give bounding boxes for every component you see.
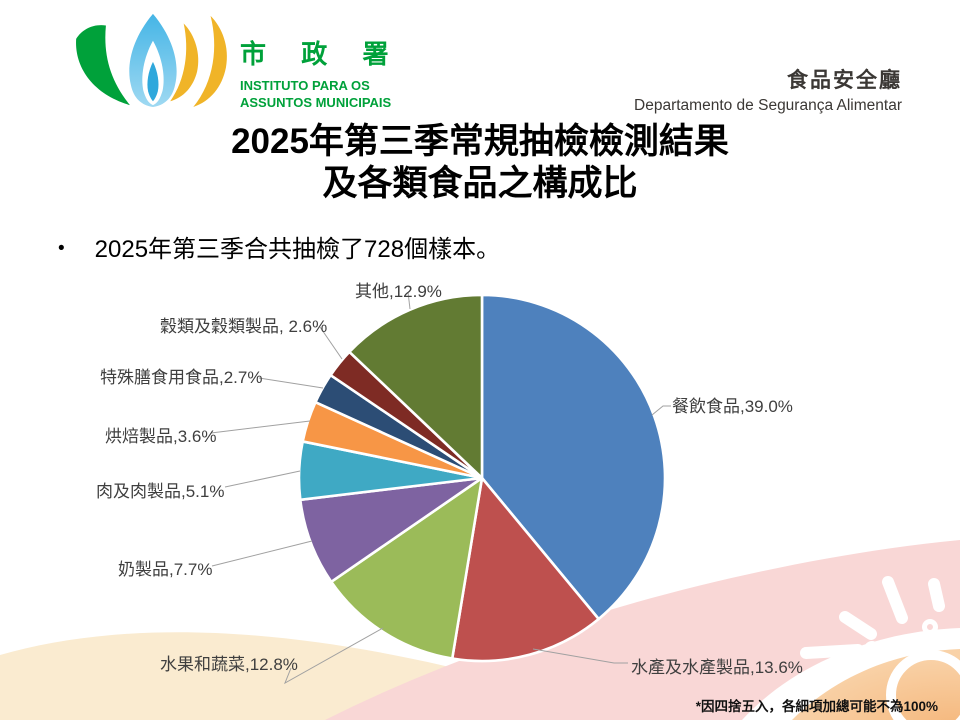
pie-slice-8: [329, 350, 484, 480]
pie-label-dairy: 奶製品,7.7%: [118, 560, 213, 579]
pie-slice-3: [329, 476, 484, 660]
pie-label-special-dietary: 特殊膳食用食品,2.7%: [100, 368, 263, 387]
pie-slice-1: [480, 293, 667, 621]
leader-line-dairy: [211, 540, 313, 567]
title-line1: 2025年第三季常規抽檢檢測結果: [231, 122, 729, 161]
logo-cjk-name: 市 政 署: [240, 39, 403, 69]
logo-pt-line1: INSTITUTO PARA OS: [240, 78, 370, 93]
pie-label-cereals: 穀類及穀類製品, 2.6%: [160, 317, 328, 336]
leader-line-meat: [224, 470, 301, 488]
bullet-item: • 2025年第三季合共抽檢了728個樣本。: [58, 229, 500, 264]
pie-slice-5: [297, 440, 484, 502]
pie-label-meat: 肉及肉製品,5.1%: [96, 482, 225, 501]
logo-green-petal: [76, 25, 130, 106]
pie-label-bakery: 烘焙製品,3.6%: [105, 427, 217, 446]
leader-line-aquatic: [532, 648, 628, 664]
pie-label-catering: 餐飲食品,39.0%: [672, 397, 793, 416]
logo-text: 市 政 署 INSTITUTO PARA OS ASSUNTOS MUNICIP…: [240, 34, 402, 111]
leader-line-bakery: [210, 420, 311, 434]
department-pt: Departamento de Segurança Alimentar: [634, 97, 902, 114]
pie-slice-9: [348, 293, 484, 480]
pie-label-aquatic-products: 水產及水產製品,13.6%: [631, 658, 803, 677]
bullet-marker: •: [58, 238, 65, 259]
page-title: 2025年第三季常規抽檢檢測結果 及各類食品之構成比: [0, 121, 960, 205]
pie-slice-6: [301, 400, 484, 480]
pie-slices-group: [297, 293, 667, 663]
logo-gold-petal-inner: [170, 23, 199, 102]
department-cjk: 食品安全廳: [787, 69, 902, 92]
bullet-text: 2025年第三季合共抽檢了728個樣本。: [94, 236, 501, 263]
pie-slice-2: [450, 476, 600, 663]
logo-pt-line2: ASSUNTOS MUNICIPAIS: [240, 95, 392, 110]
iam-logo: [76, 13, 227, 108]
pie-slice-4: [299, 476, 484, 584]
logo-blue-drop: [147, 61, 159, 102]
pink-wave: [325, 540, 960, 720]
pie-slice-7: [314, 373, 484, 480]
title-line2: 及各類食品之構成比: [322, 164, 638, 203]
pie-label-others: 其他,12.9%: [355, 282, 442, 301]
leader-lines-group: [210, 291, 671, 685]
leader-line-fruit-veg: [284, 627, 384, 685]
leader-line-catering: [651, 405, 671, 416]
cream-wave: [0, 632, 635, 720]
department-block: 食品安全廳 Departamento de Segurança Alimenta…: [634, 64, 902, 115]
logo-gold-petal-outer: [193, 15, 227, 108]
rounding-footnote: *因四捨五入，各細項加總可能不為100%: [695, 699, 938, 714]
leader-line-special-diet: [258, 377, 324, 389]
pie-label-fruits-vegetables: 水果和蔬菜,12.8%: [160, 655, 298, 674]
